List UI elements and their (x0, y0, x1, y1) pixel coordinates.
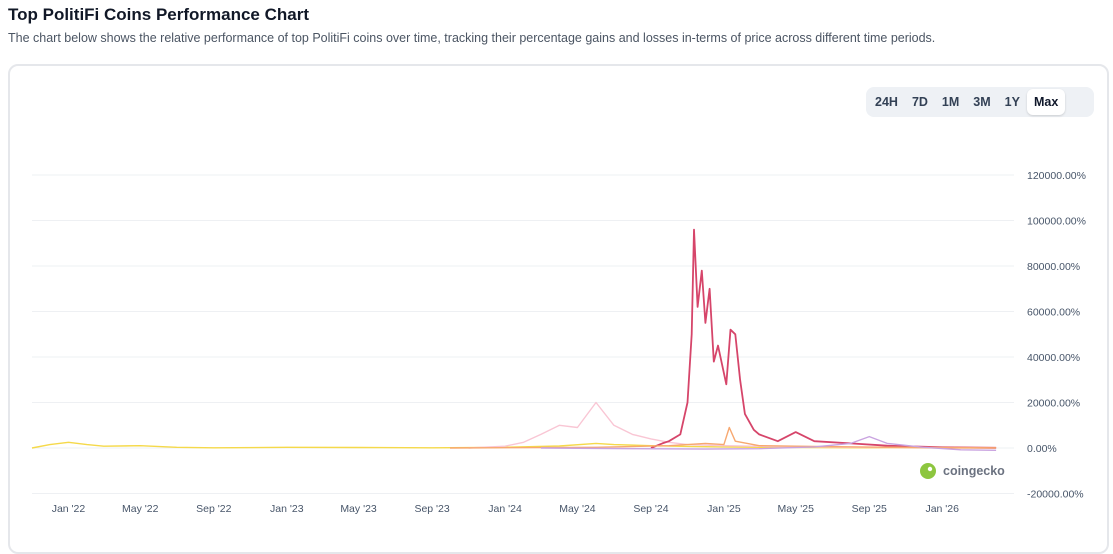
y-tick-label: 120000.00% (1027, 170, 1086, 182)
coingecko-logo-icon (920, 463, 936, 479)
series-line (468, 401, 997, 449)
coingecko-logo-eye-icon (927, 466, 933, 472)
x-tick-label: Jan '24 (488, 503, 522, 515)
performance-chart: 120000.00% 100000.00% 80000.00% 60000.00% 40… (31, 170, 1086, 515)
y-tick-label: 40000.00% (1027, 352, 1080, 364)
range-button-1m[interactable]: 1M (941, 95, 960, 109)
range-button-3m[interactable]: 3M (973, 95, 991, 109)
y-tick-label: 100000.00% (1027, 216, 1086, 228)
y-tick-label: 60000.00% (1027, 307, 1080, 319)
x-tick-label: Jan '26 (925, 503, 959, 515)
range-button-7d[interactable]: 7D (911, 95, 928, 109)
y-tick-label: 20000.00% (1027, 398, 1080, 410)
y-tick-label: 0.00% (1027, 443, 1057, 455)
range-button-max[interactable]: Max (1026, 89, 1066, 115)
coingecko-watermark: coingecko (943, 464, 1005, 478)
x-tick-label: Sep '22 (196, 503, 231, 515)
x-tick-label: Jan '23 (270, 503, 304, 515)
x-tick-label: Sep '25 (852, 503, 887, 515)
range-button-1y[interactable]: 1Y (1004, 95, 1020, 109)
series-line (540, 435, 997, 451)
x-tick-label: May '23 (340, 503, 377, 515)
series-line (449, 426, 997, 449)
x-tick-label: May '22 (122, 503, 159, 515)
x-tick-label: May '24 (559, 503, 596, 515)
x-tick-label: Sep '23 (414, 503, 449, 515)
x-tick-label: May '25 (777, 503, 814, 515)
page-title: Top PolitiFi Coins Performance Chart (8, 5, 309, 24)
range-button-24h[interactable]: 24H (875, 95, 898, 109)
time-range-selector: 24H 7D 1M 3M 1Y Max (866, 87, 1094, 117)
page-subtitle: The chart below shows the relative perfo… (8, 31, 936, 45)
x-tick-label: Jan '25 (707, 503, 741, 515)
series-line (650, 228, 997, 449)
x-tick-label: Jan '22 (52, 503, 86, 515)
y-tick-label: 80000.00% (1027, 261, 1080, 273)
y-tick-label: -20000.00% (1027, 489, 1084, 501)
x-tick-label: Sep '24 (633, 503, 668, 515)
